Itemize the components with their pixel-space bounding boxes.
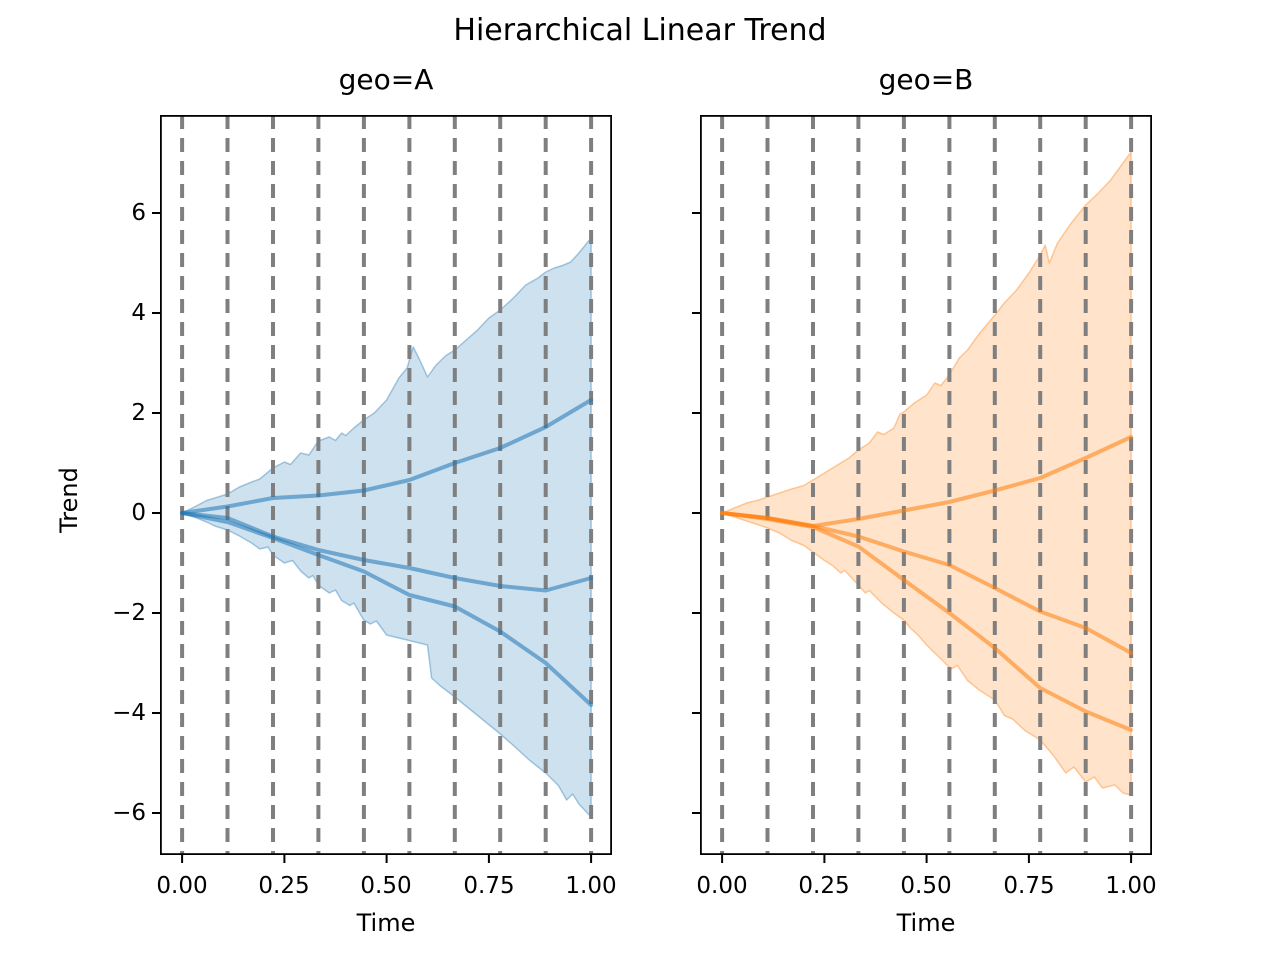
x-tick-label: 1.00 xyxy=(565,873,617,899)
plot-area-geo-a xyxy=(152,114,613,863)
x-tick-label: 0.00 xyxy=(696,873,748,899)
y-tick-label: 6 xyxy=(131,200,146,226)
subplot-geo-b: geo=B 0.00 0.25 0.50 0.75 1.00 Time xyxy=(692,0,1157,960)
subplot-title-geo-b: geo=B xyxy=(878,63,974,96)
x-tick-label: 0.50 xyxy=(900,873,952,899)
x-tick-label: 1.00 xyxy=(1105,873,1157,899)
x-tick-label: 0.50 xyxy=(360,873,412,899)
figure-title: Hierarchical Linear Trend xyxy=(453,13,827,48)
subplot-title-geo-a: geo=A xyxy=(338,63,434,96)
x-tick-label: 0.75 xyxy=(463,873,515,899)
y-tick-label: 0 xyxy=(131,500,146,526)
x-tick-label: 0.00 xyxy=(156,873,208,899)
y-tick-label: −6 xyxy=(112,800,146,826)
x-tick-label: 0.25 xyxy=(258,873,310,899)
y-tick-label: −4 xyxy=(112,700,146,726)
x-tick-label: 0.25 xyxy=(798,873,850,899)
plot-area-geo-b xyxy=(692,114,1153,863)
x-axis-label: Time xyxy=(356,909,416,937)
y-tick-label: 4 xyxy=(131,300,146,326)
x-tick-label: 0.75 xyxy=(1003,873,1055,899)
y-tick-label: −2 xyxy=(112,600,146,626)
x-axis-label: Time xyxy=(896,909,956,937)
y-tick-label: 2 xyxy=(131,400,146,426)
subplot-geo-a: geo=A 0.00 0.25 0.50 0.75 1.00 Time xyxy=(152,0,617,960)
